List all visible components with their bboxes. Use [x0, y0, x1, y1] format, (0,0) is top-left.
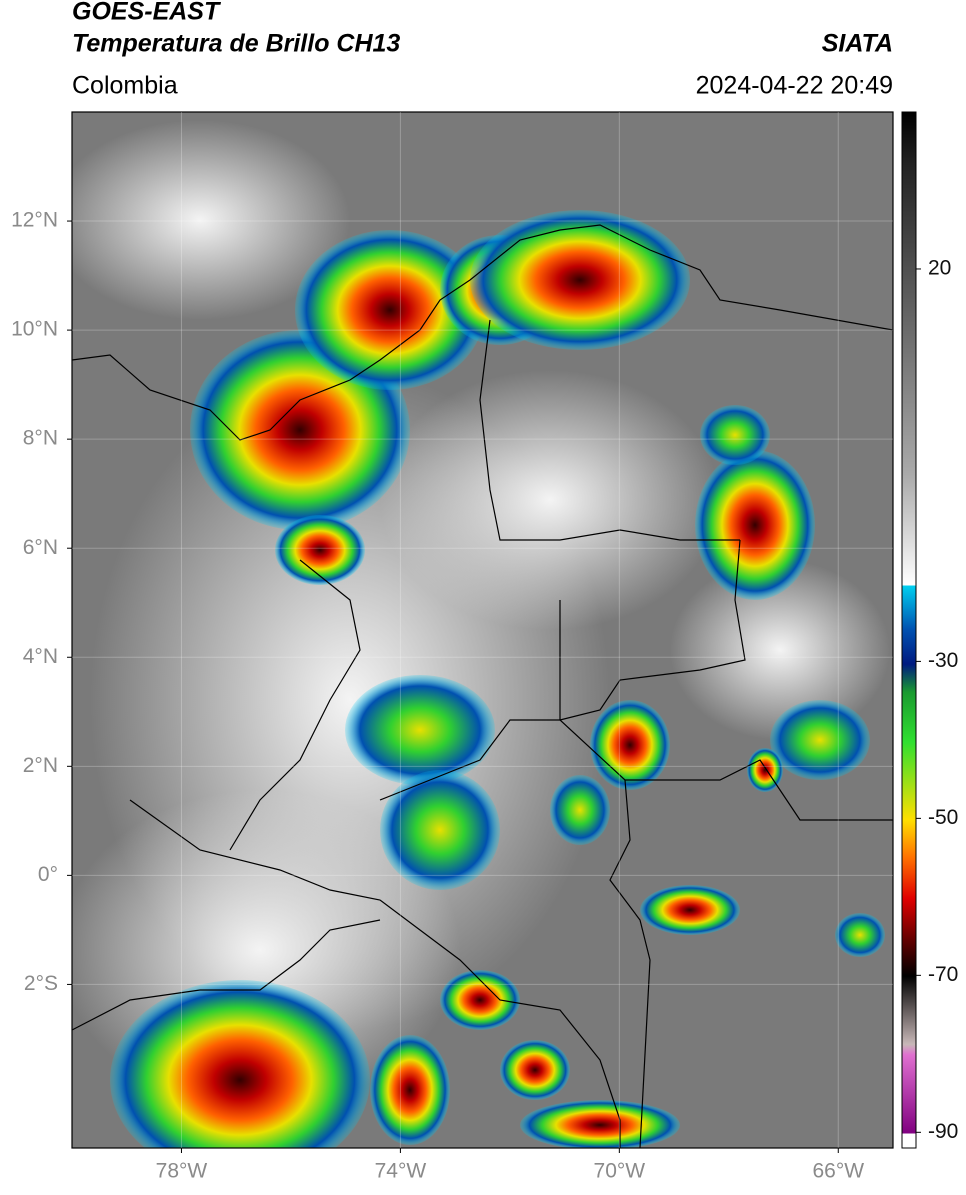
title: Temperatura de Brillo CH13: [72, 30, 400, 58]
datetime: 2024-04-22 20:49: [696, 72, 893, 100]
y-tick-label: 2°N: [23, 754, 58, 777]
y-tick-label: 10°N: [11, 318, 58, 341]
satellite-image: [72, 112, 893, 1148]
y-tick-label: 8°N: [23, 427, 58, 450]
y-tick-label: 4°N: [23, 645, 58, 668]
colorbar: [901, 111, 917, 1149]
title: GOES-EAST: [72, 0, 222, 26]
y-tick-label: 6°N: [23, 536, 58, 559]
colorbar-tick-label: -30: [928, 649, 958, 672]
x-tick-label: 70°W: [594, 1160, 646, 1183]
map-frame: [71, 111, 894, 1149]
colorbar-tick-label: 20: [928, 257, 951, 280]
colorbar-tick-label: -90: [928, 1120, 958, 1143]
x-tick-label: 78°W: [156, 1160, 208, 1183]
x-tick-label: 74°W: [375, 1160, 427, 1183]
source: SIATA: [822, 30, 893, 58]
region: Colombia: [72, 72, 178, 100]
colorbar-tick-label: -70: [928, 963, 958, 986]
y-tick-label: 12°N: [11, 209, 58, 232]
colorbar-tick-label: -50: [928, 806, 958, 829]
x-tick-label: 66°W: [812, 1160, 864, 1183]
y-tick-label: 0°: [38, 863, 58, 886]
y-tick-label: 2°S: [24, 972, 58, 995]
